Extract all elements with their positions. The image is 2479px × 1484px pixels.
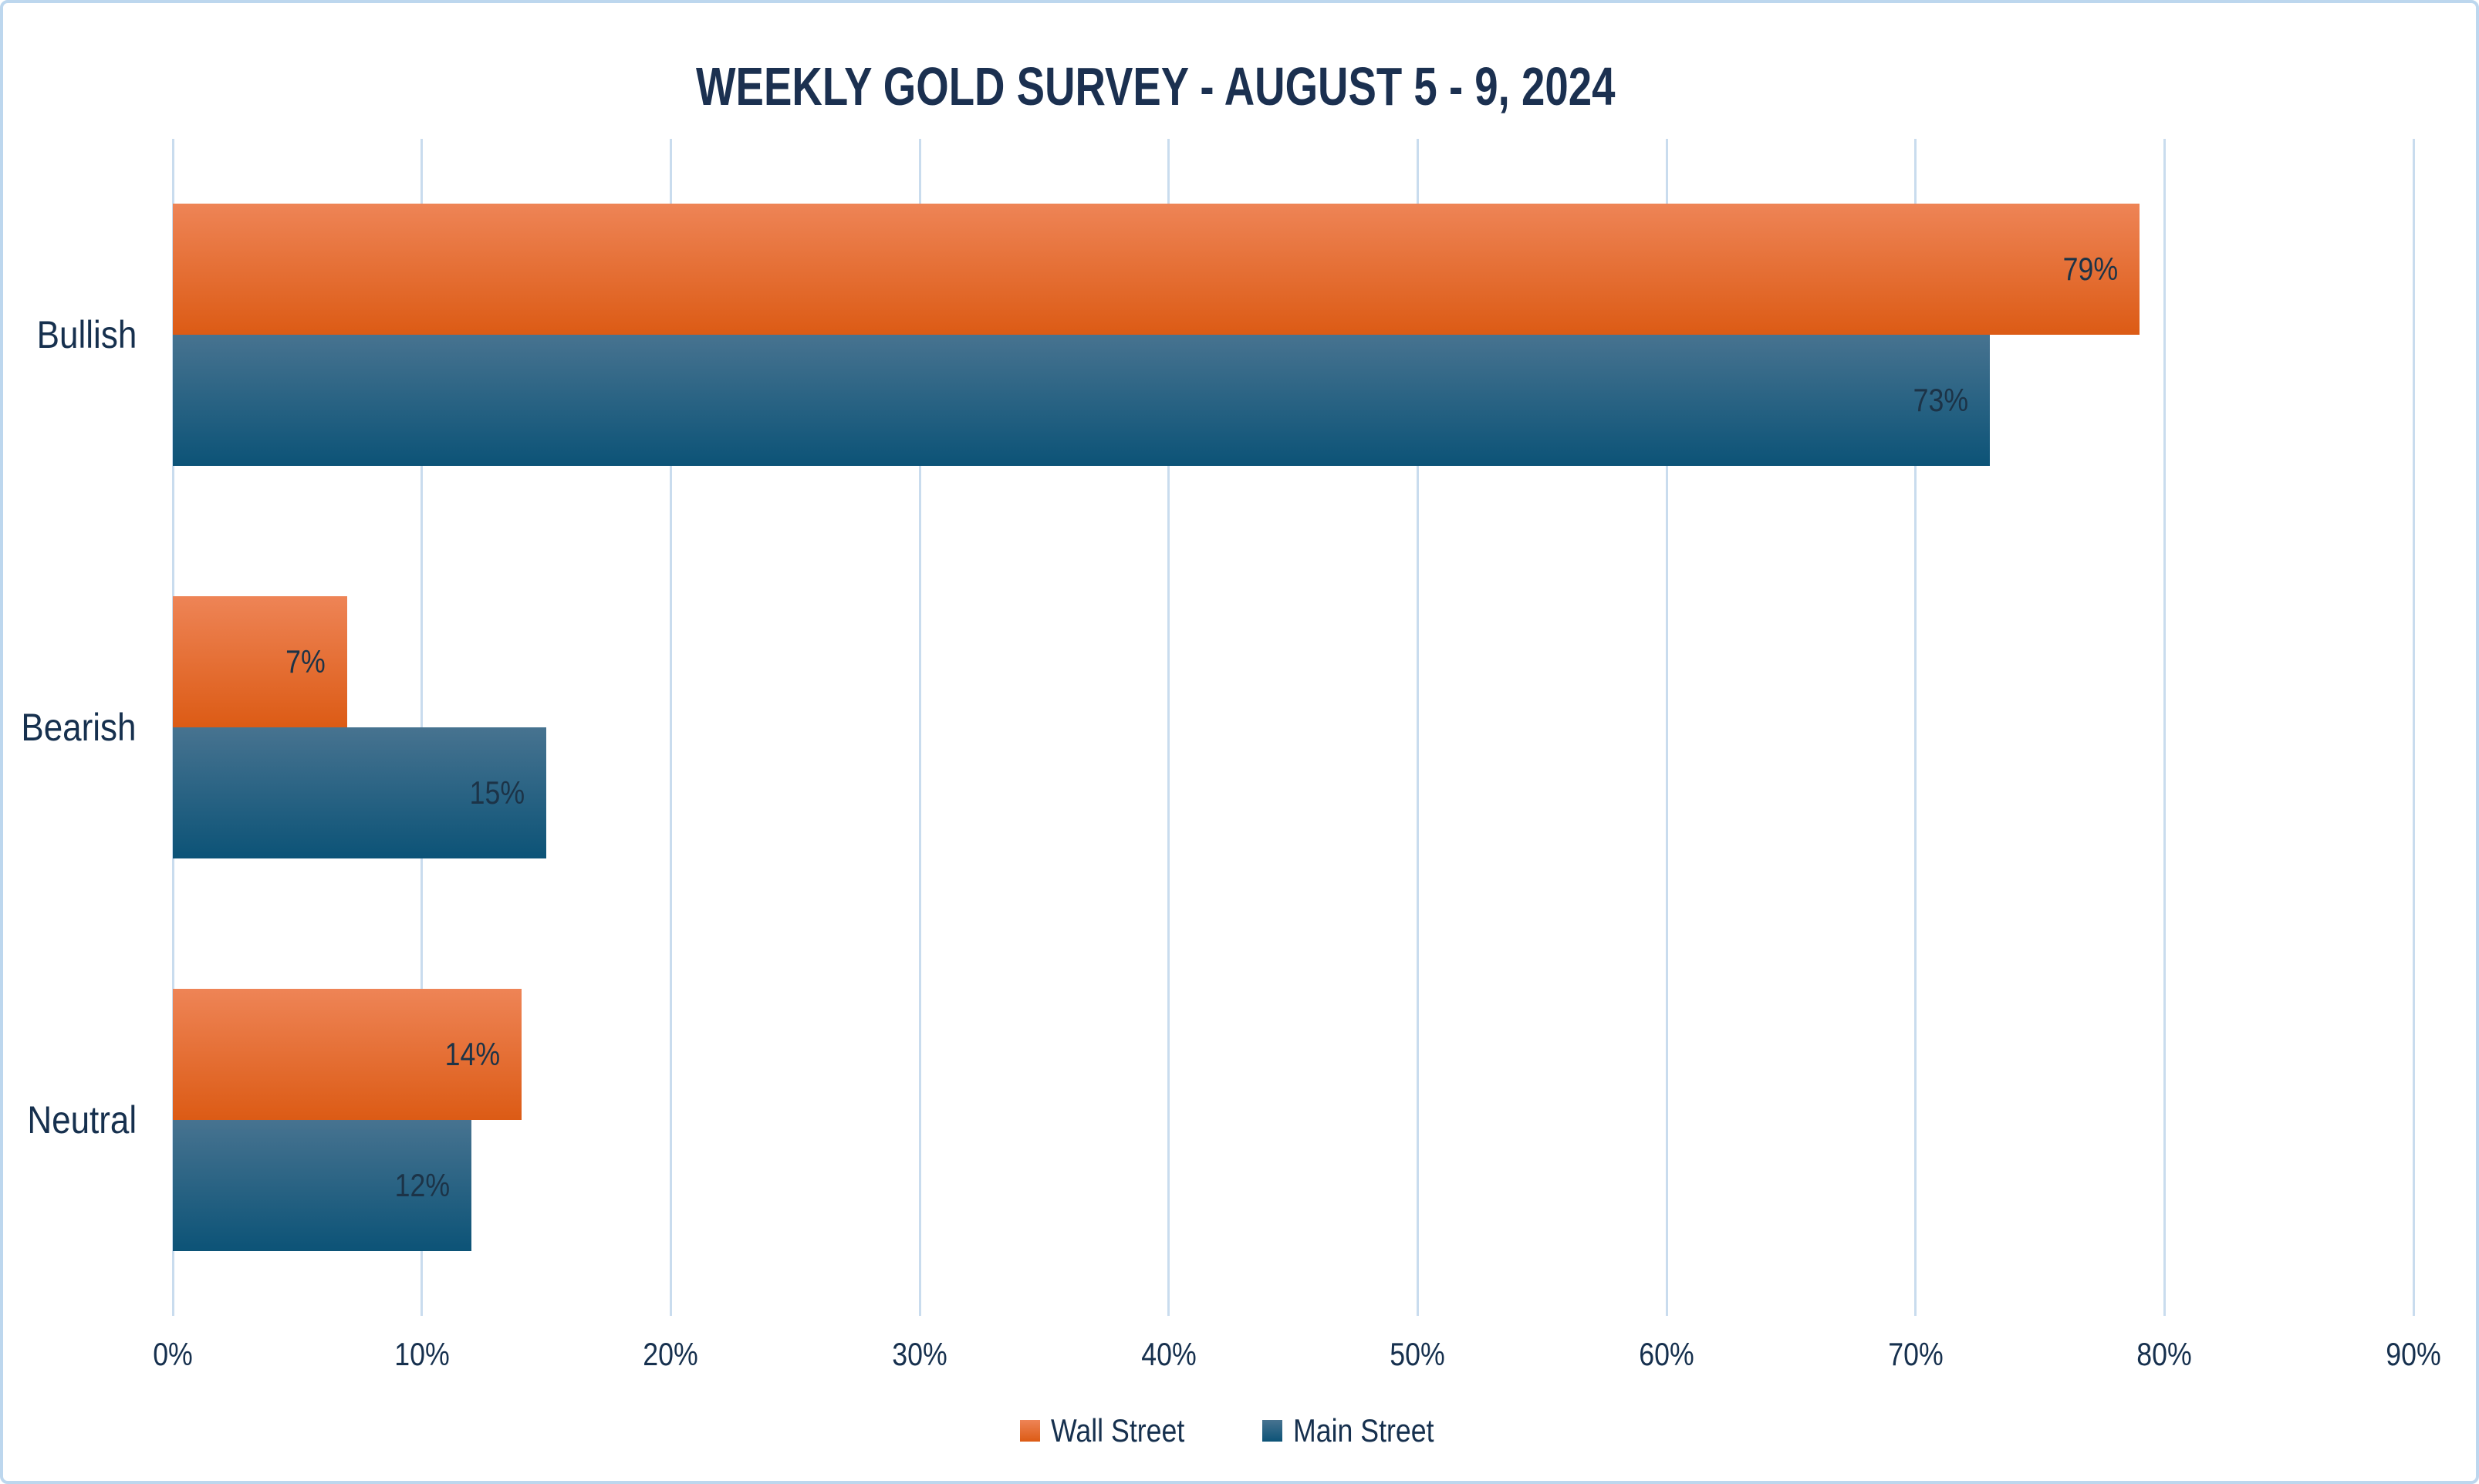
bar-bearish-wall-street: 7% [173,596,347,727]
bar-neutral-wall-street: 14% [173,988,522,1120]
gridline-50- [1416,139,1419,1316]
legend-item-main-street: Main Street [1262,1412,1459,1449]
legend-label-main-street: Main Street [1293,1412,1434,1449]
bar-bullish-main-street: 73% [173,335,1991,467]
gridline-80- [2163,139,2166,1316]
category-axis: Bullish Bearish Neutral [3,139,173,1316]
gridline-60- [1665,139,1668,1316]
legend-item-wall-street: Wall Street [1020,1412,1208,1449]
bar-neutral-main-street: 12% [173,1119,472,1251]
category-label-bearish: Bearish [21,706,137,749]
legend: Wall Street Main Street [3,1409,2476,1452]
x-tick-label-40-: 40% [1140,1336,1197,1372]
x-tick-label-90-: 90% [2386,1336,2441,1372]
gridline-90- [2412,139,2415,1316]
bar-bearish-main-street: 15% [173,727,546,858]
gridline-70- [1914,139,1917,1316]
bar-value-label-neutral-main-street: 12% [394,1166,451,1203]
bar-value-label-neutral-wall-street: 14% [444,1035,500,1072]
plot-area: 79% 73% 7% 15% 14% 12% [171,139,2415,1316]
bar-value-label-bullish-wall-street: 79% [2062,251,2119,288]
gridline-30- [918,139,921,1316]
chart-title: WEEKLY GOLD SURVEY - AUGUST 5 - 9, 2024 [696,56,1616,116]
category-label-bullish: Bullish [36,313,137,357]
bar-value-label-bearish-wall-street: 7% [285,643,326,680]
bar-value-label-bullish-main-street: 73% [1913,382,1969,419]
x-tick-label-10-: 10% [393,1336,450,1372]
x-tick-label-70-: 70% [1887,1336,1944,1372]
category-label-neutral: Neutral [27,1098,137,1142]
chart-title-wrap: WEEKLY GOLD SURVEY - AUGUST 5 - 9, 2024 [3,56,2308,117]
bar-bullish-wall-street: 79% [173,204,2140,336]
legend-swatch-wall-street [1020,1420,1041,1442]
x-tick-label-20-: 20% [643,1336,699,1372]
x-tick-label-60-: 60% [1639,1336,1694,1372]
legend-label-wall-street: Wall Street [1051,1412,1185,1449]
gridline-20- [669,139,672,1316]
value-axis: 0% 10% 20% 30% 40% 50% 60% 70% 80% 90% [153,1336,2441,1379]
x-tick-label-30-: 30% [892,1336,947,1372]
x-tick-label-80-: 80% [2136,1336,2193,1372]
bar-value-label-bearish-main-street: 15% [469,774,525,811]
x-tick-label-0-: 0% [153,1336,193,1372]
x-tick-label-50-: 50% [1390,1336,1446,1372]
gridline-40- [1167,139,1170,1316]
legend-swatch-main-street [1262,1420,1283,1442]
